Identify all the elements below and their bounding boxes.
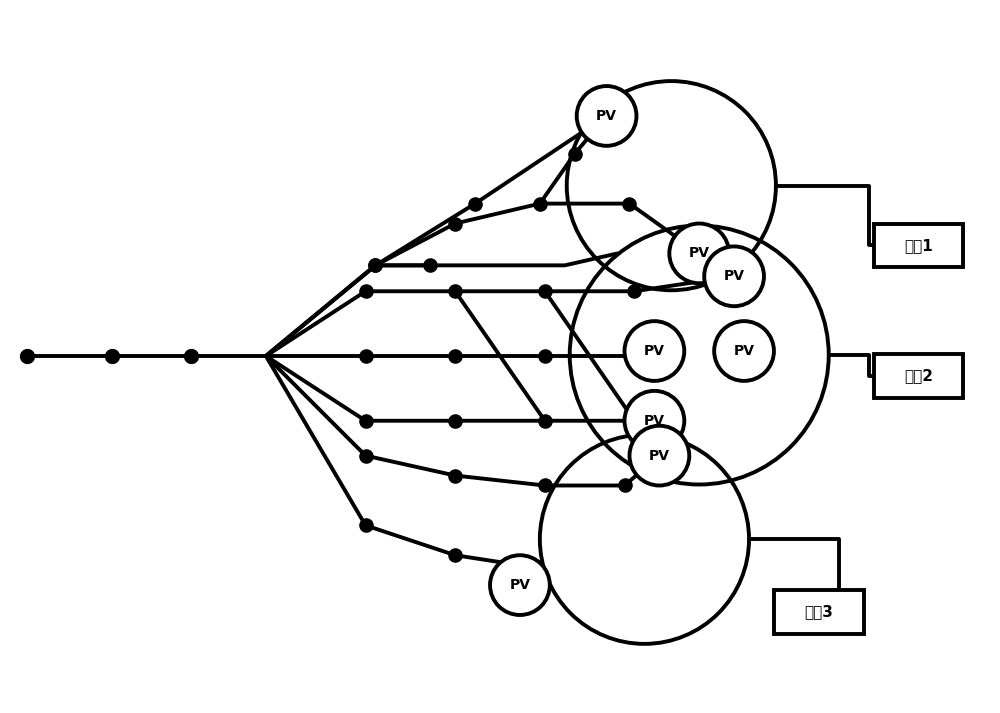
Text: 负荽3: 负荽3 xyxy=(804,605,833,620)
Point xyxy=(447,415,463,426)
Text: PV: PV xyxy=(596,109,617,123)
Point xyxy=(422,260,438,271)
Point xyxy=(358,520,374,531)
Point xyxy=(651,415,667,426)
Point xyxy=(447,285,463,297)
Point xyxy=(19,350,35,361)
Bar xyxy=(874,223,963,267)
Text: PV: PV xyxy=(509,578,530,592)
Point xyxy=(691,247,707,259)
Text: PV: PV xyxy=(644,414,665,428)
Point xyxy=(537,415,553,426)
Text: PV: PV xyxy=(724,270,745,283)
Point xyxy=(599,111,615,122)
Point xyxy=(537,480,553,491)
Circle shape xyxy=(490,555,550,615)
Point xyxy=(367,260,383,271)
Point xyxy=(367,260,383,271)
Point xyxy=(626,350,642,361)
Circle shape xyxy=(669,223,729,283)
Point xyxy=(626,415,642,426)
Point xyxy=(522,585,538,596)
Point xyxy=(447,217,463,229)
Point xyxy=(617,480,633,491)
Point xyxy=(447,470,463,481)
Point xyxy=(183,350,199,361)
Point xyxy=(532,198,548,210)
Text: PV: PV xyxy=(649,448,670,463)
Point xyxy=(358,450,374,461)
Point xyxy=(537,350,553,361)
Point xyxy=(599,111,615,122)
Point xyxy=(358,350,374,361)
Circle shape xyxy=(629,426,689,486)
Circle shape xyxy=(714,321,774,381)
Circle shape xyxy=(625,321,684,381)
Point xyxy=(651,450,667,461)
Point xyxy=(447,550,463,561)
Point xyxy=(626,285,642,297)
Circle shape xyxy=(704,247,764,306)
Point xyxy=(537,285,553,297)
Circle shape xyxy=(577,86,636,146)
Point xyxy=(621,198,637,210)
Point xyxy=(651,350,667,361)
Text: PV: PV xyxy=(734,344,755,358)
Point xyxy=(358,415,374,426)
Point xyxy=(726,271,742,282)
Point xyxy=(447,350,463,361)
Point xyxy=(512,560,528,571)
Point xyxy=(104,350,120,361)
Text: PV: PV xyxy=(644,344,665,358)
Point xyxy=(358,285,374,297)
Text: 负荽2: 负荽2 xyxy=(904,369,933,384)
Point xyxy=(467,198,483,210)
Bar xyxy=(774,590,864,634)
Text: PV: PV xyxy=(689,247,710,260)
Point xyxy=(567,148,583,160)
Text: 负荽1: 负荽1 xyxy=(904,238,933,253)
Bar xyxy=(874,354,963,398)
Circle shape xyxy=(625,391,684,451)
